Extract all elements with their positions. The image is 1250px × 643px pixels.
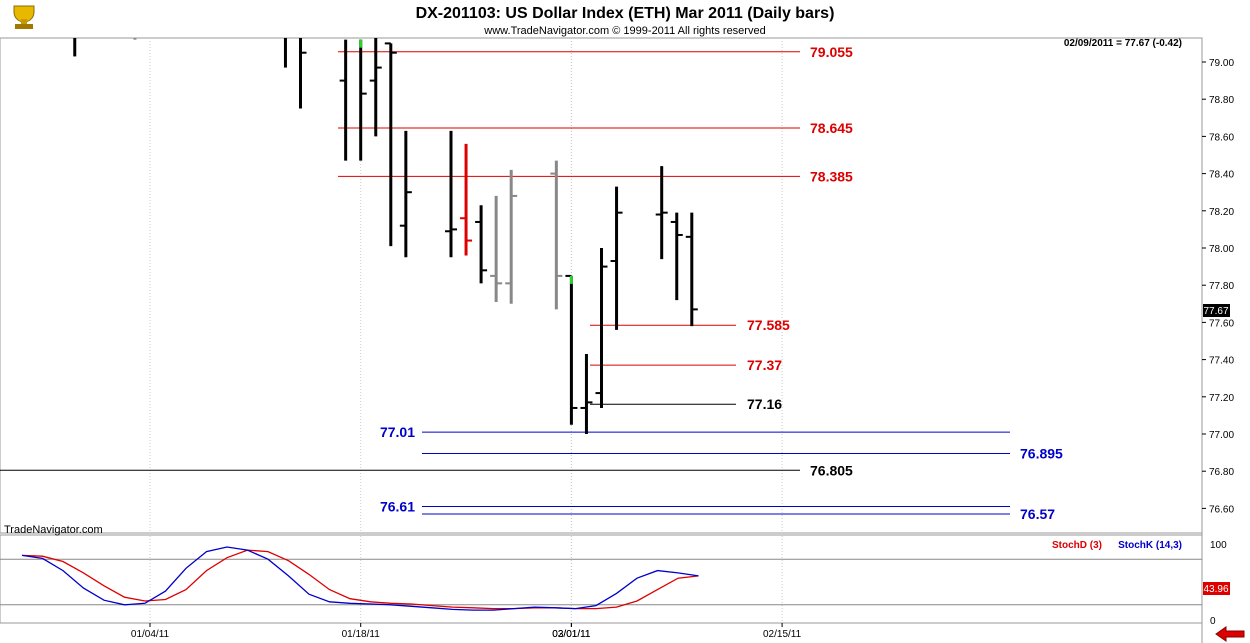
level-label: 78.385 [810, 168, 853, 184]
level-label: 77.585 [747, 317, 790, 333]
ohlc-bar [460, 143, 473, 256]
price-tick-label: 77.40 [1209, 356, 1234, 367]
ohlc-bar [299, 38, 307, 109]
ohlc-bar [655, 166, 668, 260]
ohlc-bar [610, 186, 623, 330]
ohlc-bar [670, 212, 683, 301]
indicator-last-badge: 43.96 [1203, 582, 1230, 595]
level-label: 77.37 [747, 357, 782, 373]
price-tick-label: 79.00 [1209, 58, 1234, 69]
price-tick-label: 78.80 [1209, 95, 1234, 106]
date-tick-label: 01/04/11 [131, 629, 170, 640]
ohlc-bar [384, 42, 397, 247]
price-tick-label: 78.20 [1209, 207, 1234, 218]
price-tick-label: 76.80 [1209, 467, 1234, 478]
date-tick-label: 02/15/11 [763, 629, 802, 640]
price-tick-label: 78.40 [1209, 170, 1234, 181]
price-tick-label: 77.60 [1209, 318, 1234, 329]
indicator-panel [0, 534, 1203, 624]
indicator-axis-top: 100 [1210, 540, 1227, 551]
left-arrow-icon[interactable] [1212, 626, 1248, 642]
ohlc-bar [339, 39, 348, 161]
indicator-axis-bottom: 0 [1210, 616, 1216, 627]
price-tick-label: 78.60 [1209, 132, 1234, 143]
chart-title: DX-201103: US Dollar Index (ETH) Mar 201… [416, 5, 835, 22]
last-price-badge-label: 77.67 [1203, 306, 1228, 317]
ohlc-bar [685, 212, 698, 327]
last-price-badge: 77.67 [1203, 304, 1230, 317]
indicator-last-badge-label: 43.96 [1203, 584, 1228, 595]
trophy-icon[interactable] [8, 4, 40, 32]
level-label: 79.055 [810, 44, 853, 60]
ohlc-bar [445, 130, 457, 258]
stochastic-panel [0, 546, 1202, 611]
price-tick-label: 78.00 [1209, 244, 1234, 255]
ohlc-bar [369, 38, 382, 137]
ohlc-bar [565, 274, 578, 425]
date-tick-label: 01/18/11 [342, 629, 381, 640]
ohlc-bar [550, 160, 563, 310]
price-tick-label: 76.60 [1209, 504, 1234, 515]
price-axis: 79.00 78.80 78.60 78.40 78.20 78.00 77.80 77.60… [1202, 58, 1234, 515]
level-label: 76.57 [1020, 506, 1055, 522]
level-label: 76.895 [1020, 446, 1063, 462]
price-tick-label: 77.80 [1209, 281, 1234, 292]
level-label: 77.01 [380, 424, 415, 440]
ohlc-bar [399, 130, 412, 258]
date-tick-label: 02/01/11 [552, 629, 591, 640]
copyright-note: www.TradeNavigator.com © 1999-2011 All r… [483, 25, 765, 37]
date-axis: 01/04/11 01/18/11 02/01/11 02/15/11 03/01/11 [131, 623, 802, 640]
date-tick-label: 03/01/11 [552, 629, 591, 640]
level-label: 78.645 [810, 120, 853, 136]
price-bars [73, 38, 698, 434]
last-price-readout: 02/09/2011 = 77.67 (-0.42) [1064, 38, 1182, 49]
ohlc-bar [359, 39, 367, 161]
level-label: 76.805 [810, 462, 853, 478]
stochd-legend: StochD (3) [1052, 540, 1102, 551]
ohlc-bar [490, 195, 503, 302]
ohlc-bar [505, 169, 518, 304]
stochk-legend: StochK (14,3) [1118, 540, 1182, 551]
level-label: 76.61 [380, 499, 415, 515]
watermark: TradeNavigator.com [4, 524, 103, 536]
stochd-line [21, 549, 699, 610]
price-tick-label: 77.00 [1209, 430, 1234, 441]
price-tick-label: 77.20 [1209, 393, 1234, 404]
ohlc-bar [475, 205, 488, 284]
stochk-line [21, 546, 699, 611]
level-lines: 79.055 78.645 78.385 77.585 77.37 77.16 77.01 7… [0, 44, 1063, 522]
ohlc-bar [580, 354, 593, 434]
level-label: 77.16 [747, 396, 782, 412]
ohlc-bar [595, 248, 608, 408]
